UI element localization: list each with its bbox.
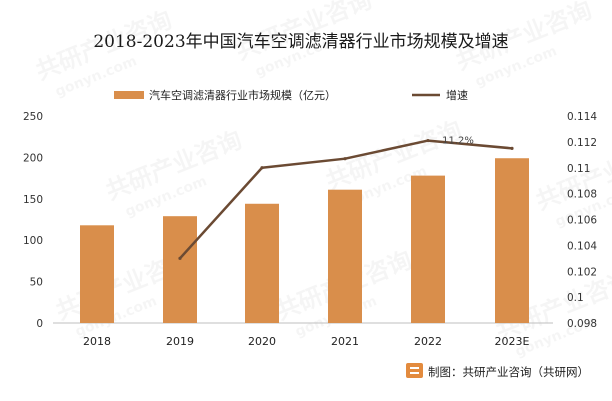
x-axis-category-label: 2018 xyxy=(83,335,111,348)
right-axis-tick-label: 0.098 xyxy=(567,318,597,330)
legend: 汽车空调滤清器行业市场规模（亿元） 增速 xyxy=(114,88,468,102)
right-axis-tick-label: 0.11 xyxy=(567,163,590,175)
growth-data-label: 11.2% xyxy=(442,136,474,147)
x-axis-category-label: 2023E xyxy=(495,335,530,348)
legend-label-growth: 增速 xyxy=(446,88,468,102)
left-axis-tick-label: 100 xyxy=(23,235,43,247)
bar-series xyxy=(80,158,529,323)
growth-line-series xyxy=(178,138,514,260)
growth-point-2022 xyxy=(426,138,430,143)
bar-2021 xyxy=(328,189,362,323)
left-axis-tick-label: 50 xyxy=(30,277,43,289)
growth-point-2020 xyxy=(260,166,264,170)
x-axis-categories: 2018 2019 2020 2021 2022 2023E xyxy=(83,335,530,348)
growth-point-2023e xyxy=(510,146,514,150)
right-axis-tick-label: 0.114 xyxy=(567,111,597,123)
right-axis: 0.098 0.1 0.102 0.104 0.106 0.108 0.11 0.112 0.1… xyxy=(567,111,597,330)
bar-2018 xyxy=(80,225,114,323)
growth-point-2019 xyxy=(178,256,182,260)
left-axis-tick-label: 250 xyxy=(23,111,43,123)
right-axis-tick-label: 0.104 xyxy=(567,240,597,252)
data-labels: 11.2% xyxy=(442,136,474,147)
left-axis-tick-label: 0 xyxy=(36,318,43,330)
right-axis-tick-label: 0.112 xyxy=(567,137,597,149)
watermark: 共研产业咨询gonyn.com xyxy=(102,126,253,224)
right-axis-tick-label: 0.102 xyxy=(567,266,597,278)
right-axis-tick-label: 0.108 xyxy=(567,189,597,201)
bar-2023e xyxy=(495,158,529,323)
chart-title: 2018-2023年中国汽车空调滤清器行业市场规模及增速 xyxy=(93,32,508,52)
bar-2022 xyxy=(411,175,445,323)
left-axis-tick-label: 200 xyxy=(23,152,43,164)
bar-2019 xyxy=(163,216,197,323)
left-axis-tick-label: 150 xyxy=(23,194,43,206)
right-axis-tick-label: 0.106 xyxy=(567,215,597,227)
x-axis-category-label: 2019 xyxy=(166,335,194,348)
brand-logo-mark xyxy=(410,367,419,369)
source-credit: 制图：共研产业咨询（共研网） xyxy=(406,363,589,379)
legend-swatch-bar xyxy=(114,91,144,99)
bar-2020 xyxy=(245,203,279,323)
source-credit-text: 制图：共研产业咨询（共研网） xyxy=(428,365,589,379)
x-axis-category-label: 2020 xyxy=(248,335,276,348)
legend-label-market-size: 汽车空调滤清器行业市场规模（亿元） xyxy=(149,88,336,102)
x-axis-category-label: 2021 xyxy=(331,335,359,348)
x-axis-category-label: 2022 xyxy=(414,335,442,348)
brand-logo-mark-2 xyxy=(410,372,419,374)
right-axis-tick-label: 0.1 xyxy=(567,292,584,304)
brand-logo-icon xyxy=(406,363,423,378)
left-axis: 0 50 100 150 200 250 xyxy=(23,111,43,330)
growth-point-2021 xyxy=(343,157,347,161)
